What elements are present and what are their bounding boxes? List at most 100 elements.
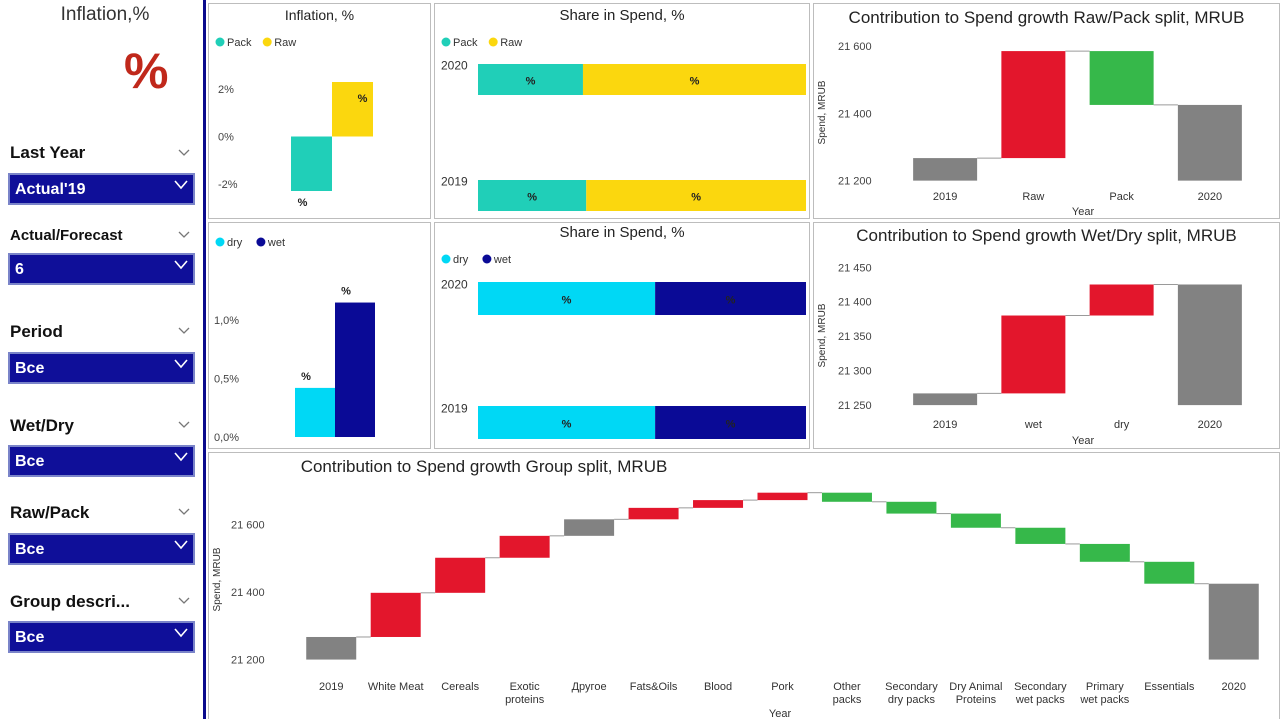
bar-pack	[291, 136, 332, 191]
filter-sidebar: Inflation,% % Last Year Actual'19 Actual…	[0, 0, 206, 719]
chevron-down-icon[interactable]	[178, 146, 190, 160]
y-tick-label: 21 600	[838, 41, 872, 53]
sidebar-title: Inflation,%	[60, 4, 150, 25]
y-tick-label: 21 300	[838, 366, 872, 378]
inflation-big-value: %	[124, 43, 169, 99]
x-tick-label: packs	[833, 694, 862, 706]
x-tick-label: wet	[1024, 419, 1042, 431]
x-tick-label: wet packs	[1079, 694, 1129, 706]
y-tick-label: 21 450	[838, 262, 872, 274]
x-tick-label: 2020	[1198, 191, 1222, 203]
wet-dry-dropdown[interactable]: Все	[8, 445, 195, 477]
chevron-down-icon	[174, 180, 188, 192]
waterfall-bar	[886, 501, 937, 514]
dropdown-value: Все	[15, 453, 45, 470]
chevron-down-icon	[174, 628, 188, 640]
bar-raw	[332, 82, 373, 137]
x-axis-label: Year	[1072, 206, 1095, 218]
legend-label: Raw	[274, 37, 296, 49]
x-tick-label: wet packs	[1015, 694, 1065, 706]
y-tick-label: 21 250	[838, 400, 872, 412]
category-label: 2020	[441, 278, 468, 292]
waterfall-bar	[435, 557, 486, 593]
data-label: %	[562, 295, 572, 307]
contrib-group-chart: 21 600 21 400 21 200 Spend, MRUB 2019 White M…	[212, 492, 1259, 719]
dropdown-value: Actual'19	[15, 181, 86, 198]
legend-label: Pack	[227, 37, 252, 49]
inflation-raw-pack-chart: Pack Raw 2% 0% -2%%%	[215, 37, 373, 209]
x-tick-label: 2019	[319, 681, 343, 693]
category-label: 2019	[441, 175, 468, 189]
bar-dry	[295, 387, 335, 437]
legend-marker	[262, 37, 272, 47]
x-tick-label: Essentials	[1144, 681, 1195, 693]
legend-marker	[215, 237, 225, 247]
waterfall-bar	[1001, 51, 1066, 159]
bar-segment-pack	[478, 64, 583, 95]
waterfall-bar	[628, 507, 679, 520]
x-tick-label: dry	[1114, 419, 1130, 431]
y-tick-label: 21 400	[838, 297, 872, 309]
legend-marker	[441, 37, 451, 47]
raw-pack-dropdown[interactable]: Все	[8, 533, 195, 565]
actual-forecast-dropdown[interactable]: 6	[8, 253, 195, 285]
data-label: %	[527, 192, 537, 204]
data-label: %	[690, 76, 700, 88]
contrib-raw-pack-chart: 21 600 21 400 21 200 Spend, MRUB 2019 Raw Pack…	[817, 41, 1242, 218]
y-tick-label: 21 600	[231, 520, 265, 532]
bar-segment-dry	[478, 282, 656, 315]
x-tick-label: Other	[833, 681, 861, 693]
panel-title: Contribution to Spend growth Wet/Dry spl…	[856, 226, 1237, 245]
category-label: 2020	[441, 59, 468, 73]
data-label: %	[298, 197, 308, 209]
x-axis-label: Year	[769, 708, 792, 719]
waterfall-bar	[757, 492, 808, 501]
x-tick-label: Blood	[704, 681, 732, 693]
x-tick-label: 2019	[933, 419, 957, 431]
sidebar-divider	[203, 0, 206, 719]
legend-marker	[215, 37, 225, 47]
y-tick-label: 21 400	[838, 108, 872, 120]
chevron-down-icon	[174, 452, 188, 464]
dropdown-value: 6	[15, 261, 24, 278]
data-label: %	[726, 419, 736, 431]
data-label: %	[526, 76, 536, 88]
data-label: %	[341, 286, 351, 298]
bar-segment-raw	[582, 64, 806, 95]
dropdown-value: Все	[15, 629, 45, 646]
panel-inflation-wet-dry: dry wet 1,0% 0,5% 0,0%%%	[208, 222, 431, 449]
x-tick-label: Secondary	[885, 681, 938, 693]
bar-segment-raw	[586, 180, 806, 211]
legend-marker	[488, 37, 498, 47]
x-tick-label: White Meat	[368, 681, 424, 693]
x-tick-label: dry packs	[888, 694, 936, 706]
legend-label: Raw	[500, 37, 522, 49]
legend-marker	[256, 237, 266, 247]
filter-label-last-year: Last Year	[10, 143, 86, 162]
panel-share-raw-pack: Share in Spend, % Pack Raw 2020%% 2019%%	[434, 3, 810, 219]
panel-title: Inflation, %	[284, 7, 355, 23]
period-dropdown[interactable]: Все	[8, 352, 195, 384]
chevron-down-icon[interactable]	[178, 594, 190, 608]
chevron-down-icon[interactable]	[178, 228, 190, 242]
filter-label-actual-forecast: Actual/Forecast	[10, 227, 123, 244]
legend-label: wet	[267, 237, 285, 249]
y-axis-label: Spend, MRUB	[817, 80, 828, 144]
data-label: %	[562, 419, 572, 431]
waterfall-bar	[1089, 284, 1154, 316]
last-year-dropdown[interactable]: Actual'19	[8, 173, 195, 205]
legend-label: dry	[453, 254, 469, 266]
chevron-down-icon[interactable]	[178, 505, 190, 519]
legend-label: Pack	[453, 37, 478, 49]
waterfall-bar	[1089, 51, 1154, 105]
panel-contrib-group: Contribution to Spend growth Group split…	[208, 452, 1280, 719]
panel-title: Contribution to Spend growth Raw/Pack sp…	[848, 8, 1245, 27]
dropdown-value: Все	[15, 541, 45, 558]
legend-label: dry	[227, 237, 243, 249]
chevron-down-icon[interactable]	[178, 418, 190, 432]
group-dropdown[interactable]: Все	[8, 621, 195, 653]
waterfall-bar	[1208, 583, 1259, 660]
bar-segment-pack	[478, 180, 587, 211]
chevron-down-icon[interactable]	[178, 324, 190, 338]
x-tick-label: Exotic	[510, 681, 540, 693]
